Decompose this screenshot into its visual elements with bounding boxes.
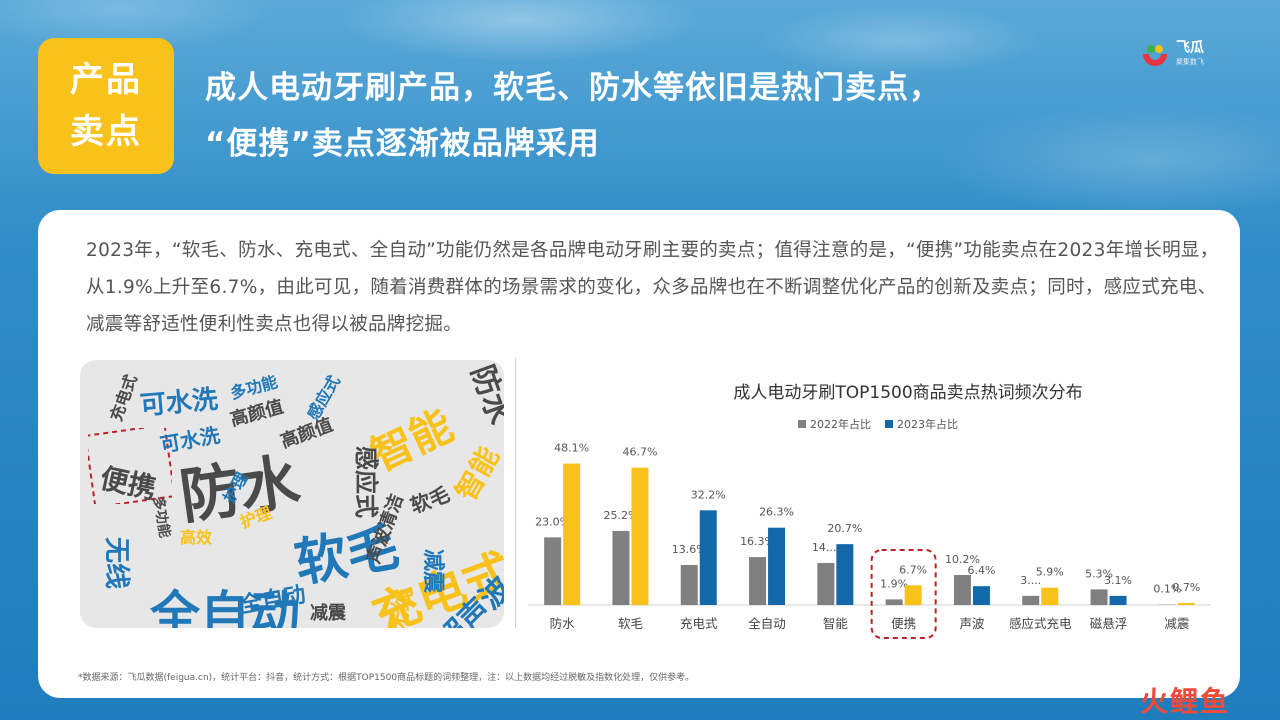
legend-item-2023: 2023年占比 [885,416,958,432]
data-label-2022: 0.1% [1153,583,1181,596]
bar-2023 [1177,602,1195,605]
x-tick-label: 软毛 [618,616,644,631]
bar-2022 [1022,595,1040,605]
legend-swatch-2022 [798,420,806,428]
legend-item-2022: 2022年占比 [798,416,871,432]
data-label-2023: 46.7% [622,446,657,459]
summary-text: 2023年，“软毛、防水、充电式、全自动”功能仍然是各品牌电动牙刷主要的卖点；值… [86,240,1219,335]
logo-name: 飞瓜 [1176,40,1204,56]
legend-label-2023: 2023年占比 [897,418,958,431]
data-label-2022: 25.2% [603,509,638,522]
page-title-line1: 成人电动牙刷产品，软毛、防水等依旧是热门卖点， [205,70,941,106]
data-label-2022: 14.... [812,541,840,554]
legend-swatch-2023 [885,420,893,428]
data-label-2023: 6.4% [967,564,995,577]
page-title-line2: “便携”卖点逐渐被品牌采用 [205,126,600,162]
word-cloud-word: 全自动 [150,586,300,628]
word-cloud: 防水 软毛 全自动 充电式 智能 便携 可水洗 感应式 高颜值 无线 多功能 护理 声波清洁 超声波 减震高… [80,360,504,628]
content-card: 2023年，“软毛、防水、充电式、全自动”功能仍然是各品牌电动牙刷主要的卖点；值… [38,210,1240,698]
legend-label-2022: 2022年占比 [810,418,871,431]
bar-2023 [1109,595,1127,605]
chart-legend: 2022年占比 2023年占比 [798,416,958,432]
bar-2023 [563,463,581,605]
data-label-2022: 3.... [1020,574,1041,587]
data-label-2023: 32.2% [691,488,726,501]
bar-2022 [612,530,630,605]
word-cloud-word: 减震 [310,603,346,624]
data-label-2022: 10.2% [945,553,980,566]
x-tick-label: 防水 [550,616,576,631]
bar-2023 [768,527,786,605]
brand-logo: 飞瓜 聚集数飞 [1140,40,1204,70]
data-label-2022: 23.0% [535,515,570,528]
data-label-2022: 5.3% [1085,567,1113,580]
bar-2022 [749,557,767,605]
data-label-2023: 3.1% [1104,574,1132,587]
data-label-2022: 16.3% [740,535,775,548]
melon-logo-icon [1140,40,1170,70]
bar-2023 [631,467,649,605]
footnote: *数据来源：飞瓜数据(feigua.cn)，统计平台：抖音，统计方式：根据TOP… [78,673,695,683]
bar-2022 [680,565,698,605]
bar-2023 [972,586,990,605]
section-tag-line1: 产品 [70,60,142,100]
x-tick-label: 便携 [891,616,916,631]
section-tag-line2: 卖点 [70,112,142,152]
bar-2023 [904,585,922,605]
x-tick-label: 声波 [959,616,985,631]
data-label-2023: 26.3% [759,506,794,519]
data-label-2022: 13.6% [672,543,707,556]
highlight-dashed-box [870,549,937,639]
bar-2023 [836,544,854,605]
bar-2023 [699,510,717,605]
data-label-2023: 6.7% [899,563,927,576]
word-cloud-word: 高效 [180,528,213,547]
data-label-2023: 5.9% [1036,566,1064,579]
x-tick-label: 磁悬浮 [1090,616,1128,631]
logo-subtitle: 聚集数飞 [1176,58,1204,66]
bar-2022 [885,599,903,605]
bar-2022 [953,575,971,605]
section-tag: 产品 卖点 [38,38,174,174]
page-title: 成人电动牙刷产品，软毛、防水等依旧是热门卖点， “便携”卖点逐渐被品牌采用 [205,60,941,172]
bar-2022 [1090,589,1108,605]
bar-chart: 23.0% 48.1% 防水 25.2% 46.7% 软毛 13.6% 32.2% 充电式 16.… [528,442,1211,639]
bar-2023 [1041,587,1059,605]
x-tick-label: 智能 [823,616,849,631]
data-label-2022: 1.9% [880,577,908,590]
watermark: 火鲤鱼 [1140,685,1231,718]
x-tick-label: 充电式 [680,616,718,631]
highlight-dashed-box [88,428,172,504]
data-label-2023: 0.7% [1172,581,1200,594]
panel-divider [515,358,516,628]
x-tick-label: 感应式充电 [1009,616,1072,631]
chart-title: 成人电动牙刷TOP1500商品卖点热词频次分布 [733,383,1083,403]
x-tick-label: 减震 [1164,616,1190,631]
bar-2022 [817,562,835,605]
data-label-2023: 48.1% [554,442,589,455]
data-label-2023: 20.7% [827,522,862,535]
bar-2022 [544,537,562,605]
x-tick-label: 全自动 [748,616,786,631]
